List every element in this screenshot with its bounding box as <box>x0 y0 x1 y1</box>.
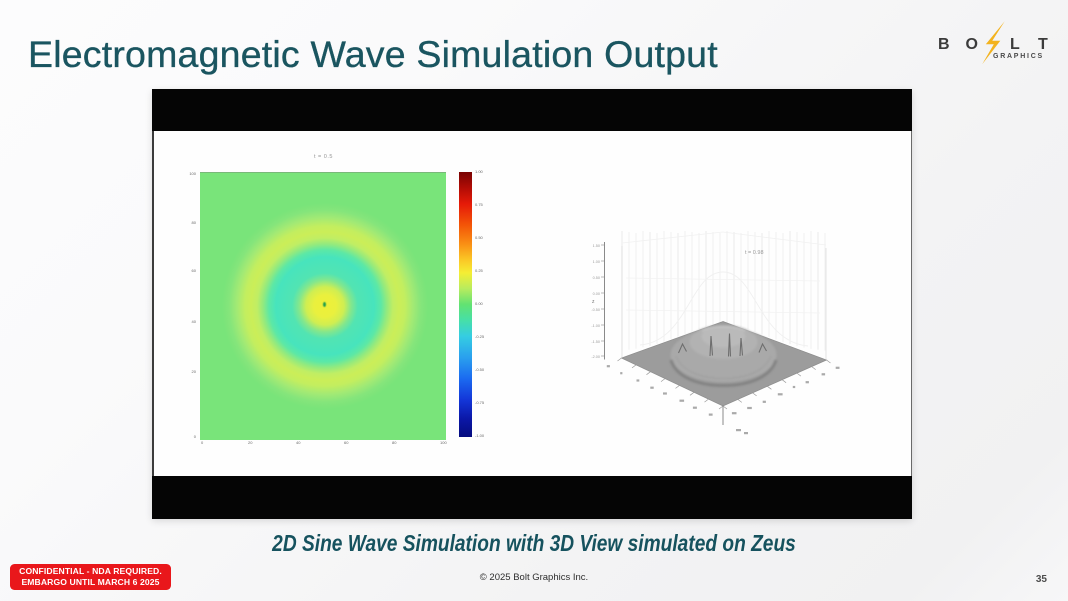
svg-text:1.50: 1.50 <box>593 244 600 248</box>
svg-text:-1.50: -1.50 <box>591 340 600 344</box>
svg-text:-1.00: -1.00 <box>591 324 600 328</box>
svg-text:t = 0.98: t = 0.98 <box>745 250 764 256</box>
svg-text:-0.50: -0.50 <box>591 308 600 312</box>
svg-text:0.50: 0.50 <box>593 276 600 280</box>
svg-text:-2.00: -2.00 <box>591 355 600 359</box>
svg-text:0.00: 0.00 <box>593 292 600 296</box>
svg-text:z: z <box>592 299 595 305</box>
svg-text:1.00: 1.00 <box>593 260 600 264</box>
